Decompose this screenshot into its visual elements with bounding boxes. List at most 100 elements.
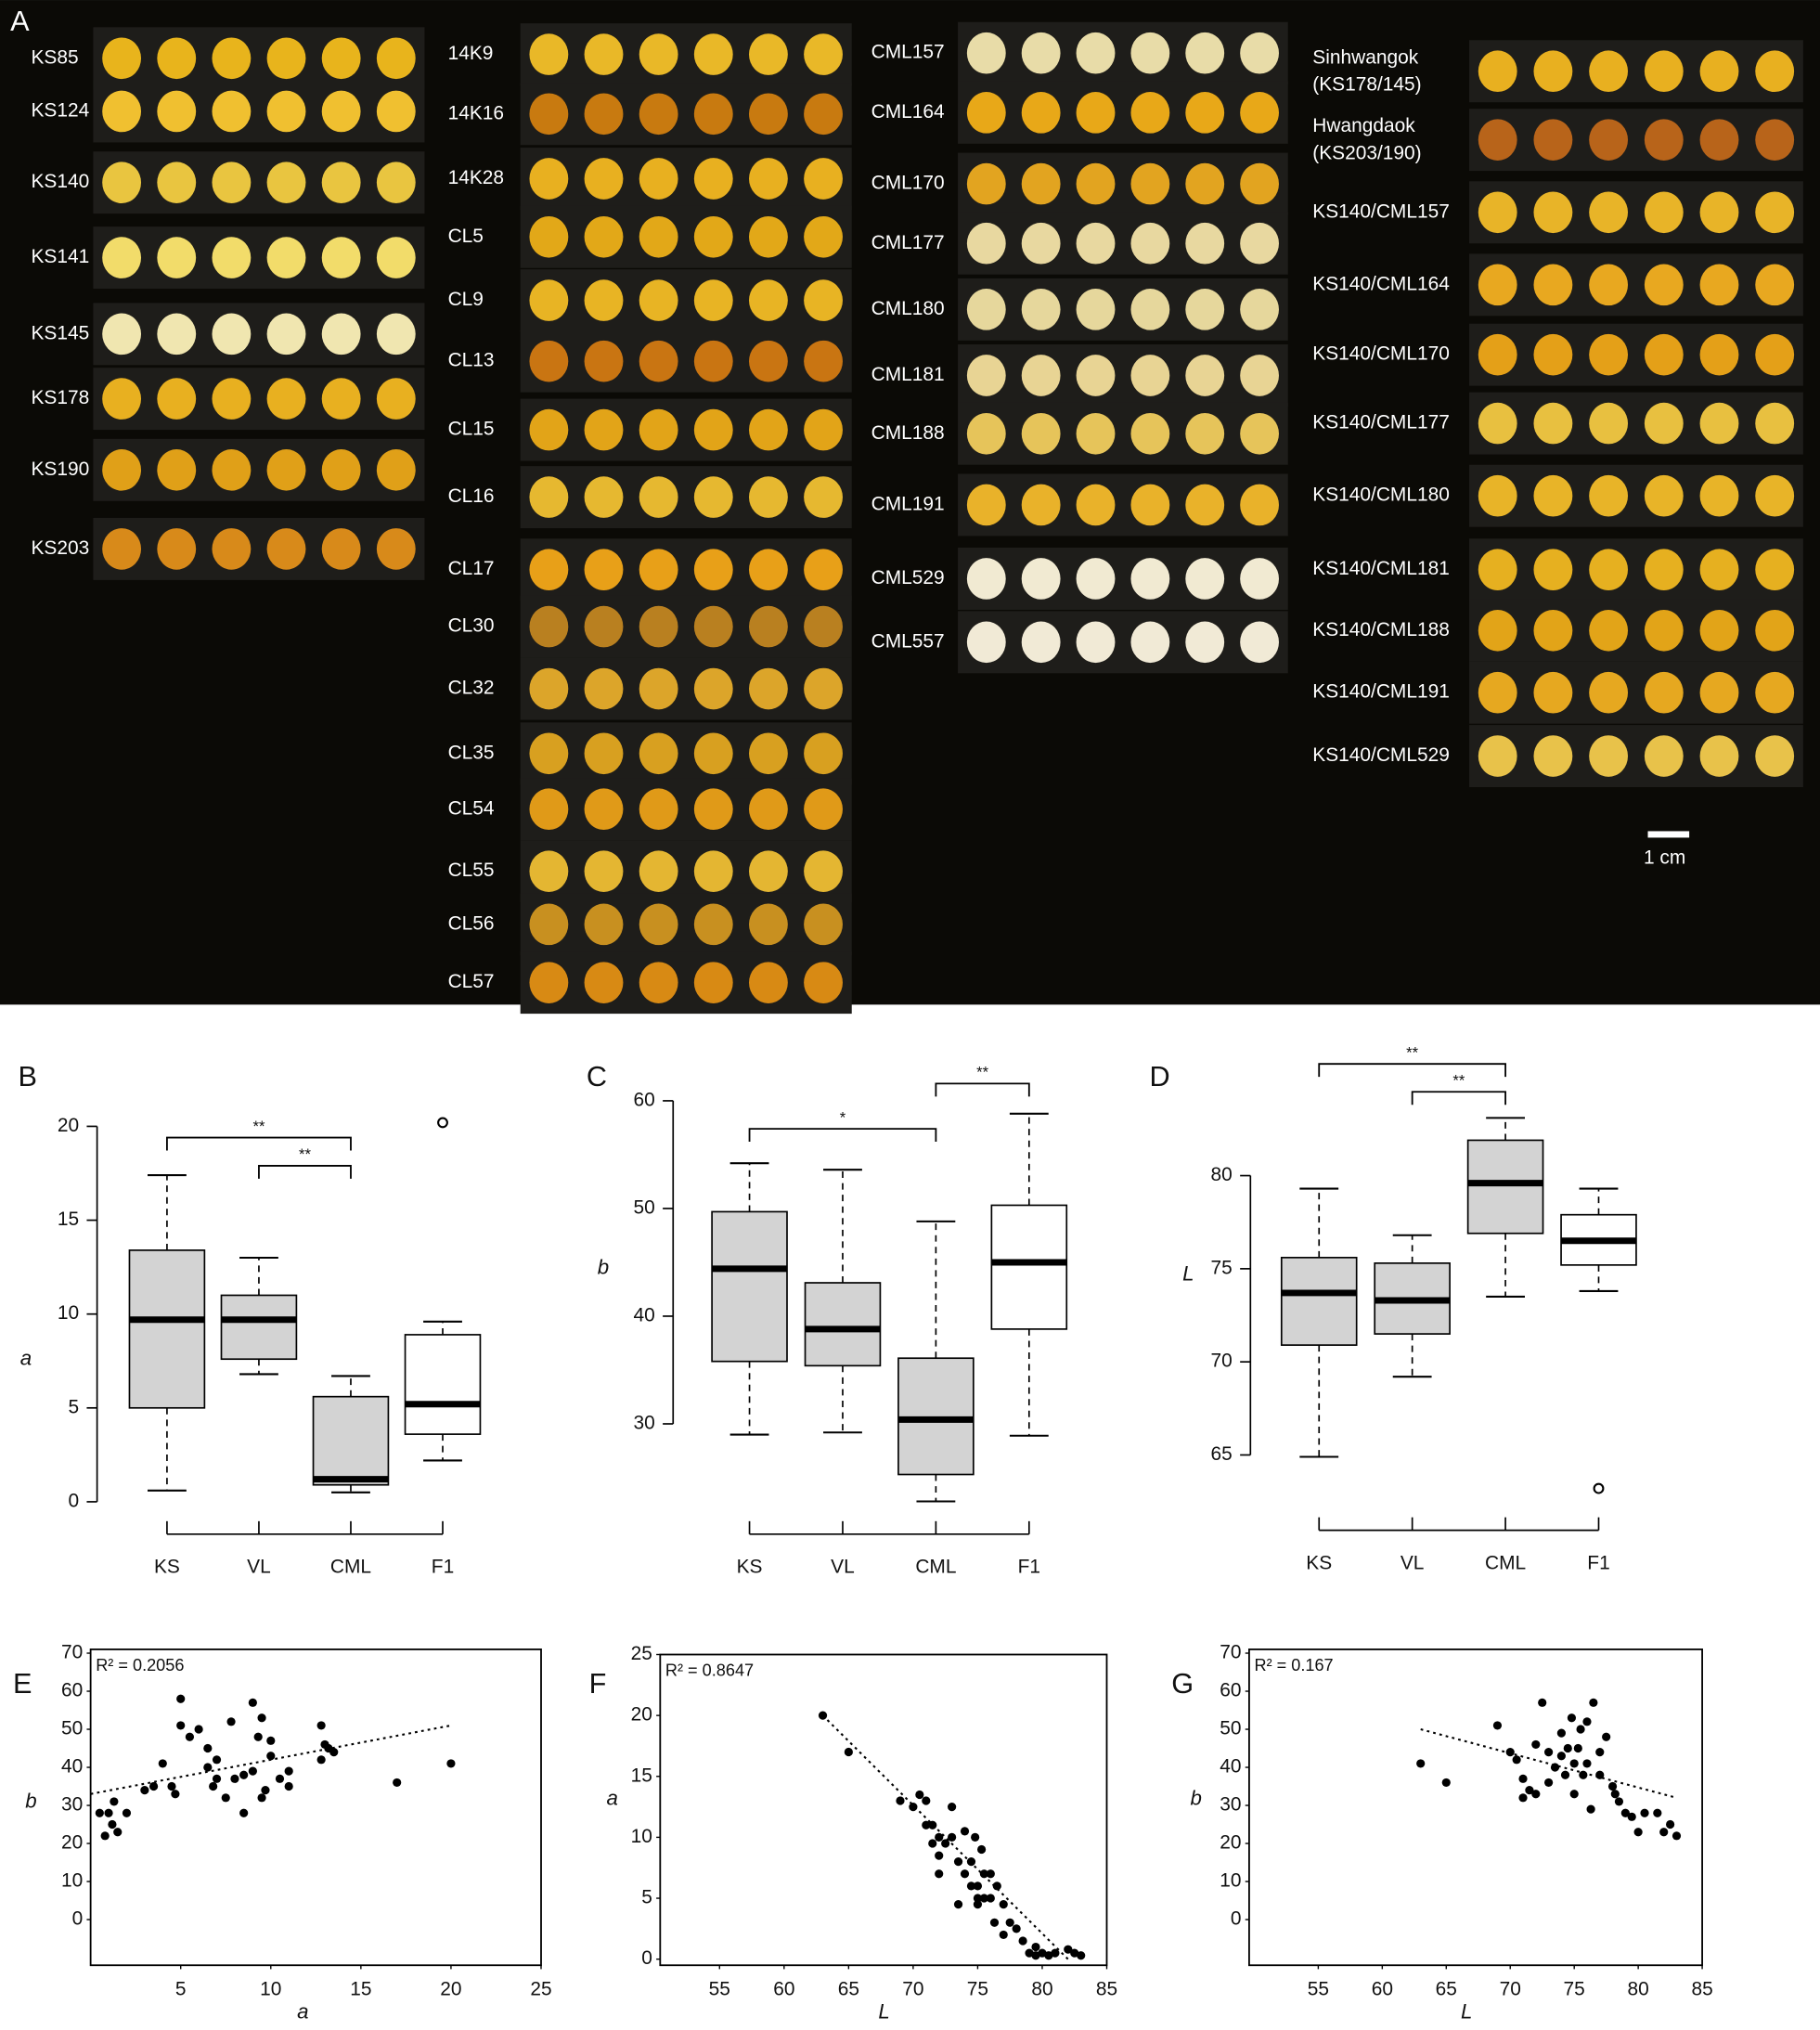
point [915,1790,924,1800]
y-tick-label: 50 [633,1196,654,1218]
point [266,1752,276,1761]
point [973,1881,983,1891]
photo-strip [520,330,852,393]
point [976,1844,987,1855]
line-label: KS203 [31,537,89,559]
kernel [639,732,678,775]
kernel [639,667,678,710]
point [171,1790,180,1799]
photo-strip [958,278,1288,341]
point [1525,1786,1534,1795]
line-label: KS140/CML177 [1312,412,1450,433]
kernel [1130,32,1170,74]
line-label: CL35 [448,742,495,763]
point [1633,1828,1643,1837]
point [928,1820,937,1830]
kernel [102,90,142,133]
kernel [1699,671,1739,714]
significance-bracket [166,1136,352,1151]
kernel [1478,119,1517,161]
photo-strip [958,611,1288,674]
kernel [693,788,733,831]
line-label: 14K9 [448,43,494,64]
point [1044,1951,1053,1960]
kernel [1021,32,1061,74]
kernel [639,279,678,321]
kernel [1076,289,1116,330]
kernel [693,732,733,775]
kernel [1533,50,1573,93]
point [922,1796,931,1805]
kernel [212,162,252,203]
outlier [1593,1482,1605,1494]
y-tick-label: 60 [61,1680,83,1701]
kernel [693,33,733,75]
line-label: KS141 [31,246,89,267]
kernel [529,605,569,648]
y-tick-label: 5 [641,1887,652,1908]
point [110,1797,119,1806]
kernel [212,449,252,491]
photo-strip [958,473,1288,537]
photo-strip [1469,181,1803,244]
kernel [1478,333,1517,376]
kernel [1021,355,1061,396]
kernel [321,37,361,80]
panel-letter: G [1171,1667,1194,1700]
point [248,1766,257,1776]
kernel [1240,484,1279,526]
kernel [966,621,1006,664]
kernel [266,528,306,570]
kernel [1699,474,1739,517]
kernel [1533,474,1573,517]
point [953,1899,963,1909]
point [1614,1797,1624,1806]
y-tick-label: 15 [631,1765,652,1786]
x-tick-label: VL [247,1557,271,1578]
kernel [639,605,678,648]
kernel [804,549,843,591]
significance-label: ** [1452,1072,1465,1090]
point [1620,1808,1630,1817]
line-label: CL17 [448,558,495,579]
point [909,1802,918,1812]
kernel [693,93,733,136]
kernel [157,90,197,133]
photo-strip [93,438,425,501]
x-tick-label: 85 [1691,1978,1712,1999]
point [1573,1743,1582,1753]
trendline [821,1714,1069,1960]
kernel [1755,549,1795,591]
kernel [804,476,843,518]
kernel [1533,119,1573,161]
x-tick-label: 25 [530,1978,551,1999]
x-tick-label: 10 [260,1978,281,1999]
point [1538,1698,1547,1707]
kernel [966,558,1006,600]
line-label: CL32 [448,678,495,699]
point [989,1918,1000,1927]
photo-strip [520,840,852,903]
point [100,1831,110,1841]
box [711,1210,788,1363]
kernel [1076,162,1116,205]
kernel [639,788,678,831]
photo-strip [520,23,852,86]
kernel [266,37,306,80]
point [1531,1790,1541,1799]
kernel [157,378,197,420]
significance-label: ** [252,1118,265,1135]
kernel [748,279,788,321]
kernel [748,903,788,946]
x-tick-label: CML [330,1557,371,1578]
kernel [804,732,843,775]
point [140,1786,149,1795]
x-tick-label: 55 [709,1978,730,1999]
line-label: CML180 [871,298,945,319]
box [1466,1139,1544,1235]
photo-strip [958,81,1288,144]
point [95,1808,104,1817]
point [176,1721,186,1730]
panel-letter: B [19,1060,37,1093]
x-tick-label: KS [154,1557,180,1578]
